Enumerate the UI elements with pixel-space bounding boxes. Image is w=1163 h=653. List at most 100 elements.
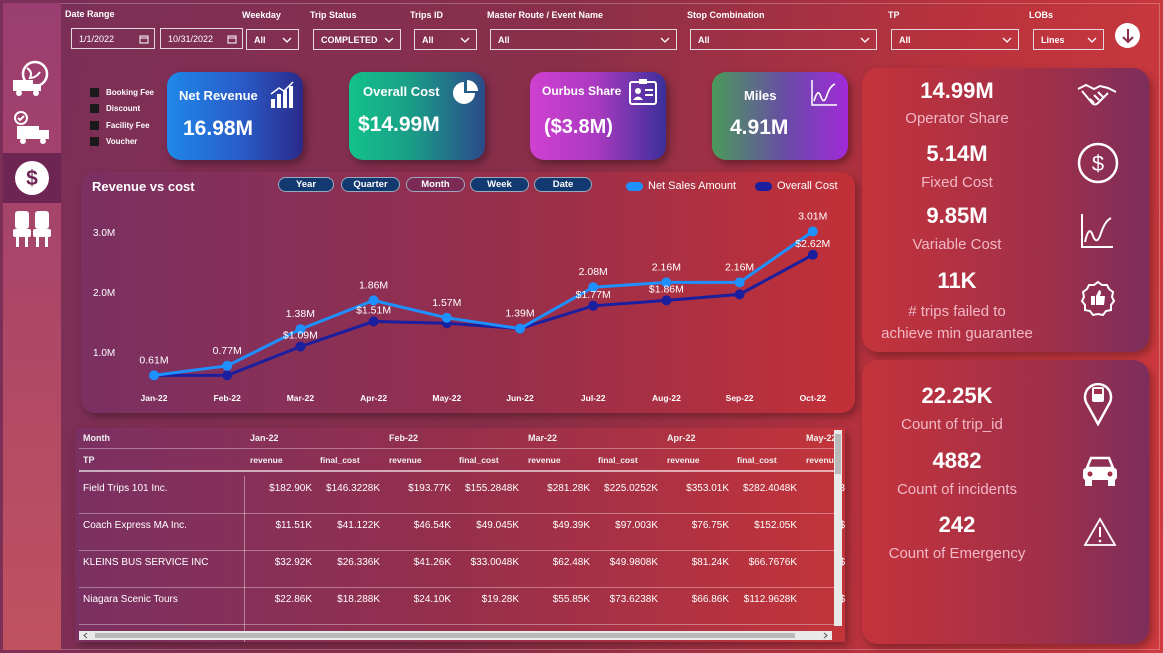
value-cell: $152.05K <box>754 520 797 531</box>
incidents-label: Count of incidents <box>896 481 1018 498</box>
download-button[interactable] <box>1115 23 1140 48</box>
master-route-label: Master Route / Event Name <box>487 10 604 20</box>
value-cell: $97.003K <box>615 520 658 531</box>
car-icon <box>1083 456 1117 486</box>
net-sales-point <box>441 312 452 323</box>
value-cell: $62.48K <box>552 557 590 568</box>
value-cell: $18.288K <box>337 594 380 605</box>
fixed-cost-label: Fixed Cost <box>921 174 993 191</box>
emergency-value: 242 <box>938 512 976 537</box>
overall-cost-data-label: $2.62M <box>795 238 830 250</box>
horizontal-scrollbar[interactable] <box>79 631 832 640</box>
pill-year[interactable]: Year <box>278 177 334 192</box>
sub-header: revenu <box>806 455 834 465</box>
overall-cost-data-label: $1.86M <box>649 283 684 295</box>
divider <box>79 448 837 449</box>
pill-date[interactable]: Date <box>534 177 592 192</box>
trips-id-dropdown[interactable]: All <box>414 29 477 50</box>
legend-facility-fee[interactable]: Facility Fee <box>90 121 150 130</box>
net-sales-point <box>222 360 233 371</box>
nav-delivery[interactable] <box>3 103 61 153</box>
scroll-thumb[interactable] <box>95 633 795 638</box>
tp-cell: Field Trips 101 Inc. <box>83 483 168 494</box>
weekday-dropdown[interactable]: All <box>246 29 299 50</box>
kpi-value: ($3.8M) <box>544 116 613 138</box>
dollar-circle-icon: $ <box>15 161 49 195</box>
chevron-down-icon <box>1087 37 1097 43</box>
calendar-icon[interactable] <box>139 34 149 44</box>
sub-header: revenue <box>250 455 283 465</box>
nav-seats[interactable] <box>3 203 61 253</box>
overall-cost-data-label: $1.09M <box>283 330 318 342</box>
legend-discount[interactable]: Discount <box>90 104 140 113</box>
svg-text:$: $ <box>26 167 38 190</box>
month-header: Month <box>83 433 110 443</box>
vertical-scrollbar[interactable] <box>834 430 842 626</box>
date-end-input[interactable]: 10/31/2022 <box>160 28 243 49</box>
pill-month[interactable]: Month <box>406 177 465 192</box>
x-tick-label: Jul-22 <box>581 393 606 403</box>
bus-location-pin-icon <box>1083 382 1113 426</box>
overall-cost-point <box>588 300 599 311</box>
nav-logistics[interactable] <box>3 53 61 103</box>
kpi-value: 4.91M <box>730 116 789 139</box>
row-divider <box>79 513 837 514</box>
tp-cell: Coach Express MA Inc. <box>83 520 187 531</box>
pill-quarter[interactable]: Quarter <box>341 177 400 192</box>
chevron-right-icon[interactable] <box>822 632 829 639</box>
month-col-header: Mar-22 <box>528 433 558 443</box>
sub-header: final_cost <box>737 455 777 465</box>
tp-header: TP <box>83 455 95 465</box>
kpi-ourbus-share: Ourbus Share ($3.8M) <box>530 72 666 160</box>
lobs-dropdown[interactable]: Lines <box>1033 29 1104 50</box>
cost-breakdown-card: 14.99M Operator Share 5.14M Fixed Cost 9… <box>862 68 1149 352</box>
sub-header: revenue <box>528 455 561 465</box>
value-cell: $22.86K <box>274 594 312 605</box>
value-cell: $26.336K <box>337 557 380 568</box>
scroll-thumb[interactable] <box>835 434 841 474</box>
pill-week[interactable]: Week <box>470 177 529 192</box>
x-tick-label: Apr-22 <box>360 393 387 403</box>
chevron-left-icon[interactable] <box>82 632 89 639</box>
tp-dropdown[interactable]: All <box>891 29 1019 50</box>
sub-header: final_cost <box>598 455 638 465</box>
master-route-dropdown[interactable]: All <box>490 29 677 50</box>
chevron-down-icon <box>860 37 870 43</box>
net-sales-data-label: 1.39M <box>505 308 534 320</box>
legend-overall-cost[interactable]: Overall Cost <box>755 180 838 192</box>
date-start-input[interactable]: 1/1/2022 <box>71 28 155 49</box>
trips-id-label: Trips ID <box>410 10 444 20</box>
net-sales-point <box>149 370 159 381</box>
net-sales-data-label: 2.16M <box>652 261 681 273</box>
chevron-down-icon <box>384 37 394 43</box>
x-tick-label: Oct-22 <box>800 393 827 403</box>
value-cell: $33.0048K <box>470 557 519 568</box>
value-cell: $66.7676K <box>748 557 797 568</box>
stop-combination-dropdown[interactable]: All <box>690 29 877 50</box>
overall-cost-data-label: $1.77M <box>576 289 611 301</box>
value-cell: $46.54K <box>413 520 451 531</box>
kpi-value: 16.98M <box>183 117 254 140</box>
left-nav: $ <box>3 3 61 650</box>
incidents-value: 4882 <box>932 448 982 473</box>
calendar-icon[interactable] <box>227 34 237 44</box>
kpi-title: Miles <box>744 88 777 103</box>
svg-text:$: $ <box>1092 151 1104 176</box>
value-cell: $76.75K <box>691 520 729 531</box>
legend-net-sales[interactable]: Net Sales Amount <box>626 180 736 192</box>
nav-finance[interactable]: $ <box>3 153 61 203</box>
legend-label: Booking Fee <box>106 88 155 97</box>
value-cell: $19.28K <box>481 594 519 605</box>
lobs-label: LOBs <box>1029 10 1054 20</box>
trip-status-label: Trip Status <box>310 10 357 20</box>
legend-booking-fee[interactable]: Booking Fee <box>90 88 154 97</box>
pie-chart-icon <box>453 80 478 104</box>
trip-status-dropdown[interactable]: COMPLETED <box>313 29 401 50</box>
date-start-value: 1/1/2022 <box>79 33 115 44</box>
legend-voucher[interactable]: Voucher <box>90 137 137 146</box>
chevron-down-icon <box>460 37 470 43</box>
legend-label: Discount <box>106 104 141 113</box>
net-sales-data-label: 1.57M <box>432 297 461 309</box>
fixed-cost-value: 5.14M <box>926 141 988 166</box>
master-route-value: All <box>498 34 510 45</box>
